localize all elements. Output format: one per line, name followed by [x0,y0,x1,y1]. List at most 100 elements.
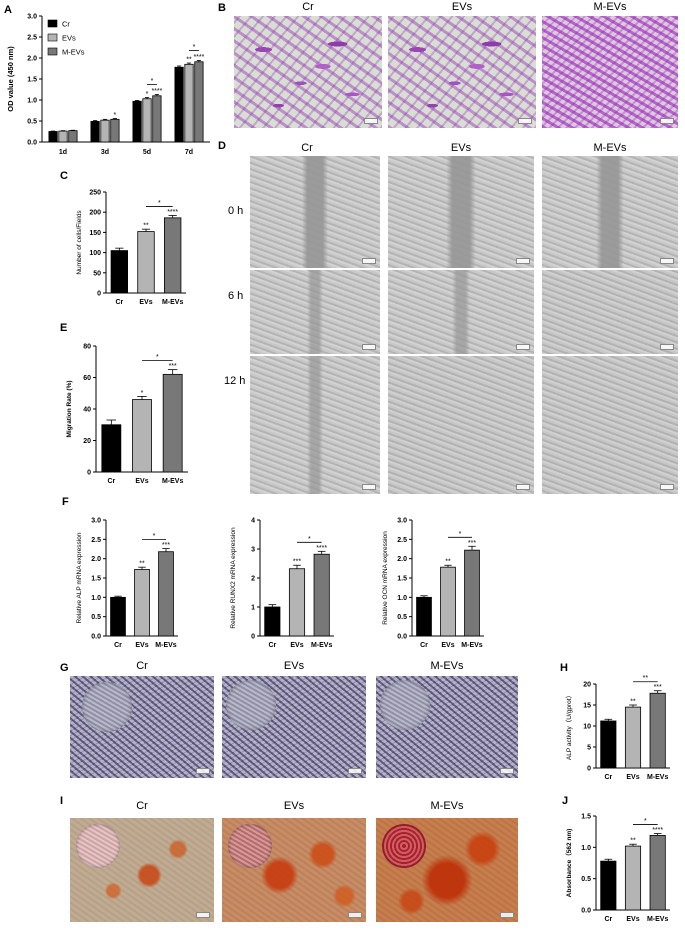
bar [132,399,152,473]
x-tick-label: M-EVs [647,916,669,923]
scale-bar [500,768,514,774]
wound-image-cr-0h [250,156,380,268]
significance-label: * [146,91,149,98]
chart-h-alp-activity: ALP activity（U/gprot） 0 5 10 15 20 Cr ** EVs *** M… [565,675,670,781]
transwell-image-cr [234,16,382,128]
bar [100,119,110,143]
y-tick-label: 40 [83,407,91,414]
scale-bar [364,118,378,124]
scale-bar [516,344,530,350]
y-axis-label: Relative ALP mRNA expression [76,532,83,623]
significance-label: * [151,78,154,85]
legend-swatch [47,33,58,42]
b-label-evs: EVs [451,1,473,13]
bar [132,100,142,143]
y-tick-label: 0 [251,634,255,641]
y-tick-label: 3.0 [27,14,37,21]
y-tick-label: 2.0 [397,556,407,563]
scale-bar [362,258,376,264]
transwell-image-evs [388,16,536,128]
y-tick-label: 1.5 [27,77,37,84]
x-tick-label: EVs [626,916,639,923]
significance-label: * [193,44,196,51]
significance-label: **** [151,88,162,95]
significance-label: *** [654,684,662,691]
significance-label: *** [162,542,170,549]
scale-bar [518,118,532,124]
y-tick-label: 200 [89,210,101,217]
scale-bar [516,484,530,490]
significance-label: * [114,112,117,119]
y-tick-label: 1.0 [27,98,37,105]
i-label-cr: Cr [136,800,148,812]
y-tick-label: 10 [583,724,591,731]
row-label-6h: 6 h [228,290,244,302]
chart-j-absorbance: Absorbance（562 nm)0.00.51.01.5Cr**EVs***… [565,814,670,923]
panel-letter-f: F [62,496,69,508]
scale-bar [348,768,362,774]
significance-label: ** [186,57,192,64]
y-tick-label: 1.0 [581,845,591,852]
y-tick-label: 2.5 [27,35,37,42]
bar [134,569,150,637]
significance-label: * [141,390,144,397]
bar [464,549,480,637]
well-inset [226,680,276,730]
y-tick-label: 20 [583,682,591,689]
y-tick-label: 50 [93,270,101,277]
significance-label: **** [316,545,327,552]
well-inset [76,824,120,868]
legend-swatch [47,47,58,56]
i-label-evs: EVs [283,800,305,812]
y-tick-label: 20 [83,438,91,445]
bar [58,130,68,143]
y-tick-label: 2.0 [91,556,101,563]
legend-label: M-EVs [62,48,85,57]
x-tick-label: Cr [604,774,612,781]
bar [624,706,642,769]
chart-c-cell-count: Number of cells/Fields 0 50 100 150 200 250 Cr *… [76,190,186,306]
wound-image-evs-0h [388,156,534,268]
x-tick-label: Cr [115,299,123,306]
bar [440,566,456,637]
scale-bar [196,768,210,774]
y-tick-label: 2 [251,576,255,583]
scale-bar [660,118,674,124]
x-tick-label: 3d [101,149,109,156]
y-tick-label: 60 [83,375,91,382]
significance-label: *** [169,363,177,370]
x-tick-label: 7d [185,149,193,156]
y-tick-label: 2.0 [27,56,37,63]
x-tick-label: M-EVs [162,478,184,485]
y-tick-label: 5 [587,745,591,752]
bar [174,66,184,143]
significance-label: * [308,536,311,543]
y-tick-label: 0.0 [27,140,37,147]
panel-letter-c: C [60,170,68,182]
y-tick-label: 0.5 [397,614,407,621]
b-label-cr: Cr [302,1,314,13]
significance-label: ** [630,838,636,845]
alp-stain-image-evs [222,676,366,778]
well-inset [382,824,426,868]
scale-bar [660,344,674,350]
bar [142,98,152,143]
alp-stain-image-cr [70,676,214,778]
panel-letter-j: J [562,795,569,807]
y-tick-label: 0.0 [91,634,101,641]
legend-label: EVs [62,34,76,43]
chart-f3-ocn-mrna: Relative OCN mRNA expression 0.0 0.5 1.0 1.5… [382,518,484,649]
significance-label: **** [167,209,178,216]
x-tick-label: M-EVs [155,642,177,649]
wound-image-mevs-0h [542,156,678,268]
x-tick-label: EVs [135,642,148,649]
y-tick-label: 0 [97,291,101,298]
legend-label: Cr [62,20,70,29]
x-tick-label: Cr [107,478,115,485]
bar [110,118,120,143]
bar [184,63,194,143]
d-label-cr: Cr [301,142,313,154]
panel-letter-d: D [218,140,226,152]
x-tick-label: M-EVs [647,774,669,781]
y-tick-label: 0 [587,766,591,773]
